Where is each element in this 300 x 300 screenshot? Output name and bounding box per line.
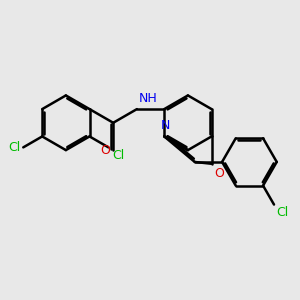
Text: O: O (214, 167, 224, 179)
Text: Cl: Cl (277, 206, 289, 219)
Text: NH: NH (138, 92, 157, 105)
Text: O: O (100, 144, 110, 157)
Text: Cl: Cl (8, 141, 20, 154)
Text: Cl: Cl (112, 149, 125, 162)
Text: N: N (161, 119, 170, 132)
